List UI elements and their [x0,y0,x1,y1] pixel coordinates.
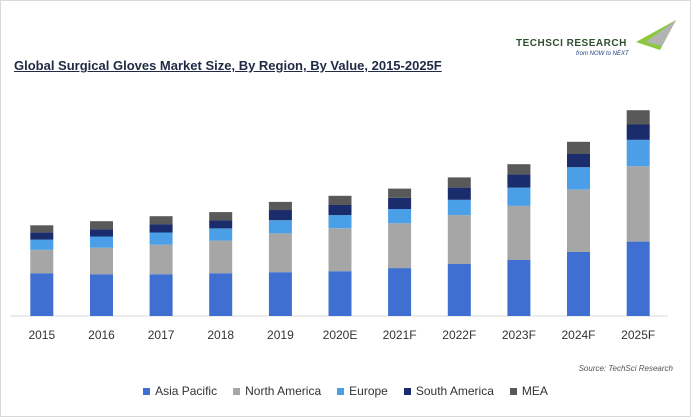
bar-segment-2024F-asia-pacific [567,251,590,316]
bar-segment-2024F-europe [567,167,590,190]
legend-label: MEA [521,384,548,398]
bar-segment-2018-asia-pacific [209,273,233,316]
bar-segment-2018-south-america [209,220,233,229]
legend-item-north-america: North America [233,384,321,398]
logo-name: TECHSCI RESEARCH [516,38,627,49]
legend-label: North America [245,384,322,398]
bar-segment-2016-north-america [90,247,113,275]
bar-segment-2020E-mea [328,195,352,205]
bar-segment-2019-asia-pacific [268,272,292,316]
bar-segment-2023F-north-america [507,206,531,260]
bar-segment-2016-europe [90,236,113,248]
bar-segment-2017-mea [149,216,173,225]
bar-segment-2015-mea [30,225,54,233]
bar-segment-2024F-south-america [567,154,590,168]
bar-segment-2019-europe [268,220,292,234]
x-tick-label: 2019 [267,328,294,342]
bar-segment-2025F-north-america [626,166,650,242]
bar-segment-2020E-north-america [328,228,352,272]
legend-swatch [143,387,151,395]
bar-segment-2022F-north-america [447,215,471,264]
bar-segment-2022F-europe [447,199,471,216]
legend-item-mea: MEA [509,384,548,398]
legend-label: South America [415,384,494,398]
x-tick-label: 2022F [442,328,476,342]
bar-segment-2021F-south-america [388,197,412,209]
chart-title: Global Surgical Gloves Market Size, By R… [14,58,442,73]
bar-segment-2017-europe [149,232,173,245]
legend-swatch [509,387,517,395]
bar-segment-2017-asia-pacific [149,274,173,316]
x-tick-label: 2017 [148,328,175,342]
bar-segment-2025F-asia-pacific [626,241,650,316]
bar-segment-2015-north-america [30,249,54,274]
bar-segment-2023F-south-america [507,174,531,188]
bar-segment-2021F-mea [388,188,412,198]
bar-segment-2025F-europe [626,139,650,167]
bar-segment-2020E-europe [328,215,352,229]
x-tick-label: 2015 [28,328,55,342]
x-tick-label: 2021F [383,328,417,342]
bar-segment-2018-mea [209,212,233,221]
bar-segment-2021F-europe [388,209,412,224]
bar-segment-2016-south-america [90,229,113,237]
bar-segment-2016-mea [90,221,113,230]
bar-segment-2020E-asia-pacific [328,271,352,316]
x-tick-label: 2016 [88,328,115,342]
bar-segment-2025F-mea [626,110,650,125]
bar-segment-2023F-asia-pacific [507,260,531,316]
x-tick-label: 2024F [561,328,595,342]
bar-segment-2022F-south-america [447,187,471,200]
legend-label: Asia Pacific [155,384,218,398]
legend-swatch [403,387,411,395]
bar-segment-2015-south-america [30,232,54,240]
bar-segment-2022F-mea [447,177,471,188]
bar-segment-2017-north-america [149,244,173,275]
logo-tagline: from NOW to NEXT [576,51,629,57]
x-tick-label: 2020E [323,328,358,342]
bar-segment-2015-asia-pacific [30,273,54,316]
bar-segment-2021F-north-america [388,223,412,269]
bar-segment-2022F-asia-pacific [447,264,471,316]
legend-item-europe: Europe [337,384,388,398]
bar-segment-2015-europe [30,239,54,250]
legend-item-asia-pacific: Asia Pacific [143,384,217,398]
bar-segment-2024F-mea [567,141,590,154]
x-tick-labels: 2015 2016 2017 2018 2019 2020E 2021F 2022F 2023F… [28,328,655,342]
legend-item-south-america: South America [403,384,494,398]
legend: Asia Pacific North America Europe South Ame… [0,384,691,398]
x-tick-label: 2018 [207,328,234,342]
bar-segment-2018-north-america [209,240,233,274]
bar-segment-2016-asia-pacific [90,274,113,316]
techsci-logo: TECHSCI RESEARCH from NOW to NEXT [516,20,676,62]
x-tick-label: 2023F [502,328,536,342]
bar-segment-2023F-europe [507,187,531,206]
bar-segment-2019-south-america [268,210,292,221]
x-tick-label: 2025F [621,328,655,342]
legend-label: Europe [349,384,388,398]
bar-segment-2019-mea [268,201,292,211]
bar-segment-2024F-north-america [567,189,590,252]
logo-arrow-icon [636,20,676,50]
source-note: Source: TechSci Research [578,364,673,373]
bar-segment-2017-south-america [149,224,173,233]
bar-segment-2021F-asia-pacific [388,268,412,316]
bar-segment-2019-north-america [268,233,292,273]
bars-group [30,110,650,316]
bar-segment-2023F-mea [507,164,531,175]
legend-swatch [337,387,345,395]
bar-segment-2020E-south-america [328,204,352,216]
bar-segment-2018-europe [209,228,233,241]
bar-segment-2025F-south-america [626,124,650,140]
legend-swatch [233,387,241,395]
